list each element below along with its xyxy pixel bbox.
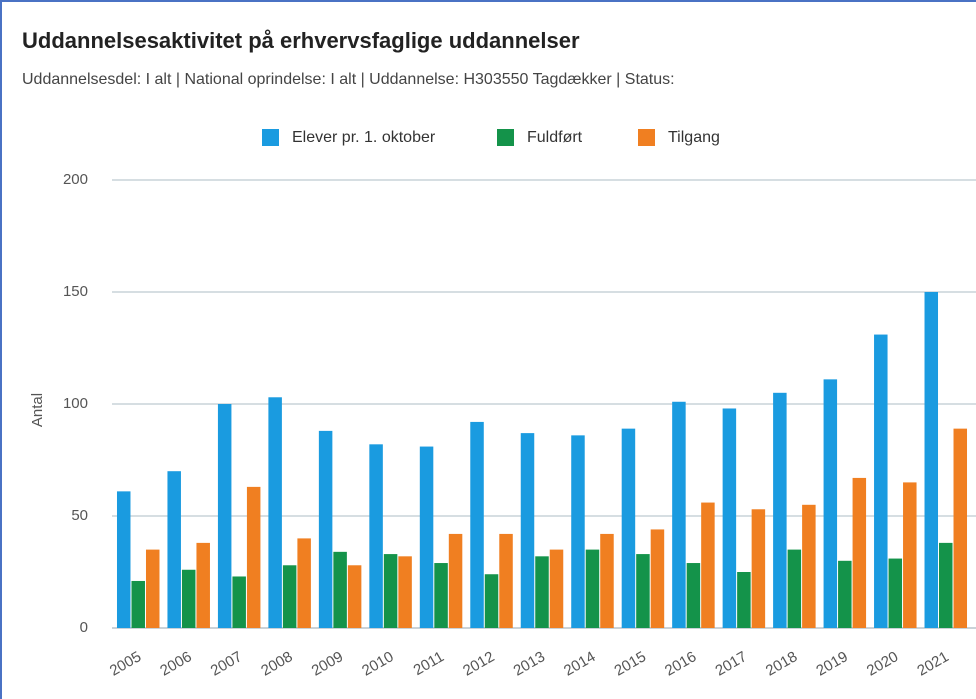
bar bbox=[484, 574, 499, 628]
x-tick-label: 2007 bbox=[208, 648, 245, 679]
bar bbox=[636, 554, 650, 628]
legend-label: Elever pr. 1. oktober bbox=[292, 129, 436, 146]
y-tick-label: 0 bbox=[80, 619, 88, 636]
bar bbox=[369, 444, 383, 628]
bar bbox=[838, 560, 852, 628]
x-tick-label: 2014 bbox=[561, 648, 598, 679]
bar bbox=[722, 408, 737, 628]
bar bbox=[217, 404, 232, 628]
bar bbox=[737, 572, 751, 628]
bar bbox=[297, 538, 311, 628]
bar bbox=[116, 491, 131, 628]
bar bbox=[571, 435, 585, 628]
bar bbox=[874, 334, 888, 628]
x-tick-label: 2015 bbox=[612, 648, 649, 679]
bar bbox=[903, 482, 917, 628]
bar bbox=[701, 502, 715, 628]
x-tick-label: 2020 bbox=[864, 648, 901, 679]
bar bbox=[621, 428, 636, 628]
bar bbox=[888, 558, 903, 628]
legend-swatch bbox=[262, 129, 279, 146]
bar bbox=[852, 477, 867, 628]
y-tick-label: 150 bbox=[63, 283, 88, 300]
x-tick-label: 2010 bbox=[359, 648, 396, 679]
bar bbox=[520, 433, 535, 628]
x-tick-label: 2018 bbox=[763, 648, 800, 679]
bar bbox=[232, 576, 246, 628]
bar bbox=[939, 542, 953, 628]
bar bbox=[585, 549, 600, 628]
bar bbox=[434, 563, 448, 628]
bar bbox=[398, 556, 412, 628]
bar bbox=[802, 504, 816, 628]
bar bbox=[333, 551, 347, 628]
bar bbox=[499, 533, 513, 628]
bar bbox=[318, 430, 333, 628]
legend-label: Tilgang bbox=[668, 129, 720, 146]
x-tick-label: 2005 bbox=[107, 648, 144, 679]
legend-swatch bbox=[497, 129, 514, 146]
bar bbox=[924, 292, 939, 628]
x-tick-label: 2008 bbox=[258, 648, 295, 679]
bar bbox=[549, 549, 564, 628]
x-tick-label: 2017 bbox=[712, 648, 749, 679]
bar bbox=[535, 556, 549, 628]
bar bbox=[196, 542, 210, 628]
bar bbox=[672, 401, 686, 628]
bar bbox=[448, 533, 463, 628]
bar bbox=[347, 565, 362, 628]
y-tick-label: 200 bbox=[63, 171, 88, 188]
x-tick-label: 2021 bbox=[914, 648, 951, 679]
bar bbox=[282, 565, 297, 628]
x-tick-label: 2011 bbox=[411, 648, 447, 679]
bar bbox=[145, 549, 160, 628]
legend-label: Fuldført bbox=[527, 129, 583, 146]
chart-title: Uddannelsesaktivitet på erhvervsfaglige … bbox=[22, 28, 580, 53]
bar bbox=[246, 486, 261, 628]
bar bbox=[600, 533, 614, 628]
bar bbox=[650, 529, 665, 628]
chart-subtitle: Uddannelsesdel: I alt | National oprinde… bbox=[22, 71, 675, 88]
y-tick-label: 100 bbox=[63, 395, 88, 412]
bar bbox=[268, 397, 282, 628]
bar bbox=[773, 392, 787, 628]
bar bbox=[751, 509, 766, 628]
bar bbox=[686, 563, 701, 628]
bar bbox=[823, 379, 838, 628]
y-tick-label: 50 bbox=[71, 507, 88, 524]
y-axis-label: Antal bbox=[29, 393, 46, 427]
x-tick-label: 2009 bbox=[309, 648, 346, 679]
bar bbox=[953, 428, 968, 628]
bar bbox=[131, 580, 145, 628]
legend-swatch bbox=[638, 129, 655, 146]
bar bbox=[383, 554, 398, 628]
x-tick-label: 2016 bbox=[662, 648, 699, 679]
bar bbox=[167, 471, 181, 628]
x-tick-label: 2012 bbox=[460, 648, 497, 679]
x-tick-label: 2006 bbox=[157, 648, 194, 679]
x-tick-label: 2019 bbox=[813, 648, 850, 679]
bar bbox=[470, 421, 484, 628]
bar bbox=[181, 569, 196, 628]
x-tick-label: 2013 bbox=[511, 648, 548, 679]
bar bbox=[419, 446, 434, 628]
bar bbox=[787, 549, 802, 628]
